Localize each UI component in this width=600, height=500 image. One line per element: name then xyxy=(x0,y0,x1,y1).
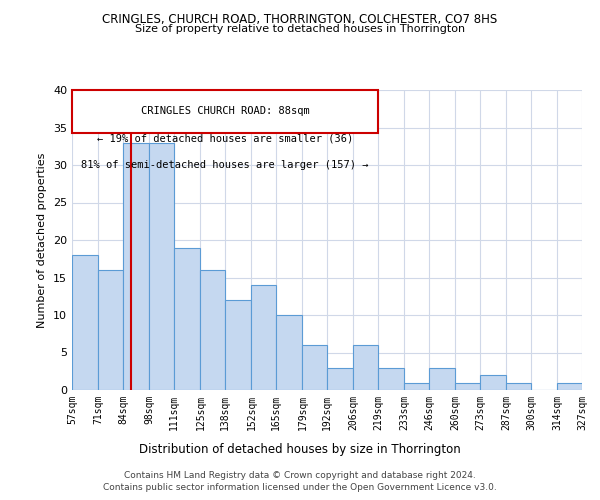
Bar xyxy=(251,285,276,390)
Bar xyxy=(429,368,455,390)
Bar xyxy=(200,270,225,390)
Bar xyxy=(455,382,480,390)
Text: CRINGLES, CHURCH ROAD, THORRINGTON, COLCHESTER, CO7 8HS: CRINGLES, CHURCH ROAD, THORRINGTON, COLC… xyxy=(103,12,497,26)
Bar xyxy=(353,345,378,390)
Bar xyxy=(123,142,149,390)
Bar xyxy=(174,248,200,390)
Text: ← 19% of detached houses are smaller (36): ← 19% of detached houses are smaller (36… xyxy=(97,134,353,143)
Text: Contains public sector information licensed under the Open Government Licence v3: Contains public sector information licen… xyxy=(103,484,497,492)
Bar xyxy=(506,382,531,390)
Y-axis label: Number of detached properties: Number of detached properties xyxy=(37,152,47,328)
FancyBboxPatch shape xyxy=(72,90,378,132)
Bar xyxy=(149,142,174,390)
Bar xyxy=(72,255,98,390)
Text: CRINGLES CHURCH ROAD: 88sqm: CRINGLES CHURCH ROAD: 88sqm xyxy=(140,106,310,117)
Bar xyxy=(225,300,251,390)
Bar xyxy=(404,382,429,390)
Bar xyxy=(480,375,506,390)
Text: Distribution of detached houses by size in Thorrington: Distribution of detached houses by size … xyxy=(139,442,461,456)
Text: Size of property relative to detached houses in Thorrington: Size of property relative to detached ho… xyxy=(135,24,465,34)
Bar xyxy=(378,368,404,390)
Bar xyxy=(327,368,353,390)
Text: Contains HM Land Registry data © Crown copyright and database right 2024.: Contains HM Land Registry data © Crown c… xyxy=(124,471,476,480)
Text: 81% of semi-detached houses are larger (157) →: 81% of semi-detached houses are larger (… xyxy=(81,160,369,170)
Bar xyxy=(276,315,302,390)
Bar xyxy=(98,270,123,390)
Bar xyxy=(302,345,327,390)
Bar xyxy=(557,382,582,390)
